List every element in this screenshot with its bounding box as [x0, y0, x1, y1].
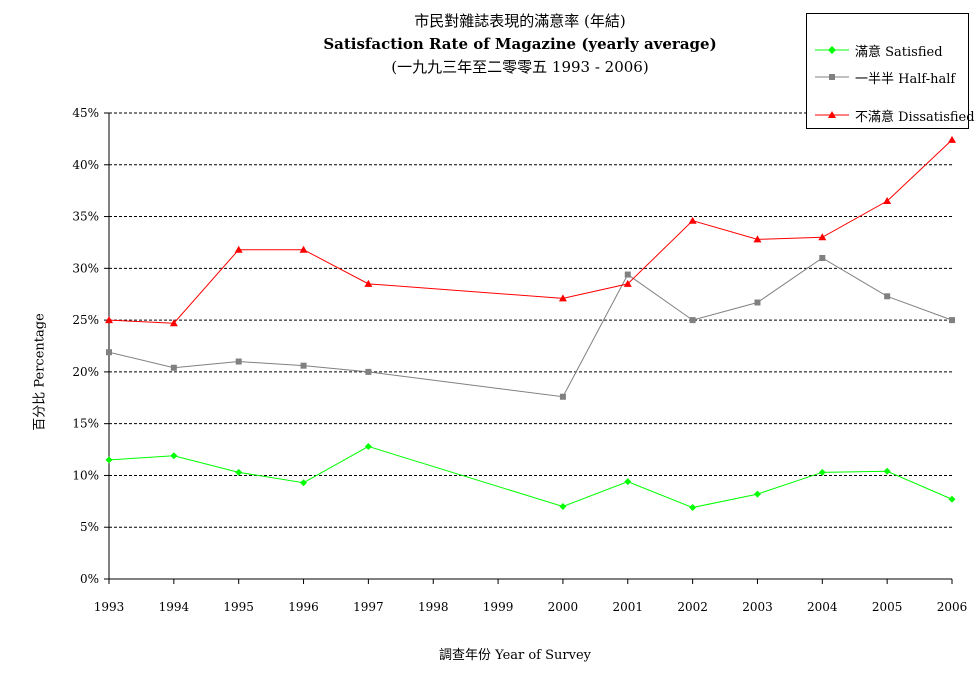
- data-point-half-half: [884, 293, 891, 300]
- x-tick-label: 2001: [612, 600, 643, 614]
- y-tick-label: 45%: [72, 106, 99, 120]
- legend-label-half-half: 一半半 Half-half: [855, 71, 956, 87]
- y-axis-label: 百分比 Percentage: [32, 313, 48, 431]
- data-point-dissatisfied: [688, 216, 697, 224]
- x-tick-label: 2005: [872, 600, 903, 614]
- x-tick-label: 2000: [548, 600, 579, 614]
- legend-swatch-dissatisfied: [815, 111, 849, 118]
- data-point-satisfied: [300, 479, 308, 487]
- legend-item-satisfied: 滿意 Satisfied: [815, 40, 943, 60]
- data-point-dissatisfied: [883, 197, 892, 205]
- data-point-satisfied: [753, 490, 761, 498]
- x-tick-label: 1996: [288, 600, 319, 614]
- data-point-satisfied: [364, 442, 372, 450]
- data-point-dissatisfied: [169, 319, 178, 327]
- data-point-dissatisfied: [818, 233, 827, 241]
- y-tick-label: 25%: [72, 313, 99, 327]
- data-point-half-half: [689, 317, 696, 324]
- data-point-half-half: [754, 299, 761, 306]
- y-tick-label: 0%: [80, 572, 99, 586]
- data-point-satisfied: [818, 468, 826, 476]
- x-tick-label: 1999: [483, 600, 514, 614]
- data-point-satisfied: [105, 456, 113, 464]
- x-tick-label: 1998: [418, 600, 449, 614]
- data-point-satisfied: [235, 468, 243, 476]
- legend-item-dissatisfied: 不滿意 Dissatisfied: [815, 105, 975, 125]
- x-tick-label: 1993: [94, 600, 125, 614]
- data-point-satisfied: [883, 467, 891, 475]
- data-point-satisfied: [948, 495, 956, 503]
- x-tick-label: 2003: [742, 600, 773, 614]
- x-tick-label: 2004: [807, 600, 838, 614]
- chart-subtitle-range: (一九九三年至二零零五 1993 - 2006): [391, 58, 649, 76]
- x-tick-label: 1994: [159, 600, 190, 614]
- chart-subtitle: Satisfaction Rate of Magazine (yearly av…: [323, 35, 717, 53]
- y-tick-label: 5%: [80, 520, 99, 534]
- data-point-satisfied: [170, 452, 178, 460]
- chart-title-block: 市民對雜誌表現的滿意率 (年結) Satisfaction Rate of Ma…: [190, 10, 850, 79]
- data-point-half-half: [170, 364, 177, 371]
- y-tick-label: 30%: [72, 261, 99, 275]
- data-point-dissatisfied: [364, 279, 373, 287]
- y-tick-label: 35%: [72, 210, 99, 224]
- data-point-half-half: [624, 271, 631, 278]
- legend-label-satisfied: 滿意 Satisfied: [855, 44, 943, 60]
- data-point-dissatisfied: [753, 235, 762, 243]
- x-axis-label: 調查年份 Year of Survey: [438, 648, 592, 663]
- data-point-half-half: [559, 393, 566, 400]
- data-point-dissatisfied: [234, 245, 243, 253]
- y-tick-label: 40%: [72, 158, 99, 172]
- chart-legend: 滿意 Satisfied 一半半 Half-half 不滿意 Dissatisf…: [806, 13, 975, 129]
- data-point-satisfied: [559, 503, 567, 511]
- chart-title: 市民對雜誌表現的滿意率 (年結): [414, 12, 626, 30]
- y-tick-label: 15%: [72, 417, 99, 431]
- data-point-dissatisfied: [558, 294, 567, 302]
- x-tick-label: 2006: [937, 600, 968, 614]
- data-point-dissatisfied: [948, 135, 956, 143]
- legend-swatch-satisfied: [815, 46, 849, 54]
- data-point-dissatisfied: [105, 316, 113, 324]
- data-point-half-half: [819, 254, 826, 261]
- legend-item-half-half: 一半半 Half-half: [815, 67, 955, 87]
- x-tick-label: 1995: [223, 600, 254, 614]
- data-point-dissatisfied: [623, 279, 632, 287]
- legend-label-dissatisfied: 不滿意 Dissatisfied: [855, 109, 975, 125]
- data-point-half-half: [235, 358, 242, 365]
- series-line-1: [108, 257, 953, 398]
- series-line-2: [108, 139, 953, 324]
- series-line-0: [108, 445, 953, 509]
- legend-swatch-half-half: [815, 74, 849, 80]
- y-tick-label: 10%: [72, 468, 99, 482]
- y-tick-label: 20%: [72, 365, 99, 379]
- data-point-half-half: [365, 368, 372, 375]
- data-point-half-half: [300, 362, 307, 369]
- data-point-half-half: [106, 349, 112, 356]
- x-tick-label: 1997: [353, 600, 384, 614]
- x-tick-label: 2002: [677, 600, 708, 614]
- data-point-half-half: [949, 317, 955, 324]
- data-point-satisfied: [624, 478, 632, 486]
- data-point-dissatisfied: [299, 245, 308, 253]
- data-point-satisfied: [689, 504, 697, 512]
